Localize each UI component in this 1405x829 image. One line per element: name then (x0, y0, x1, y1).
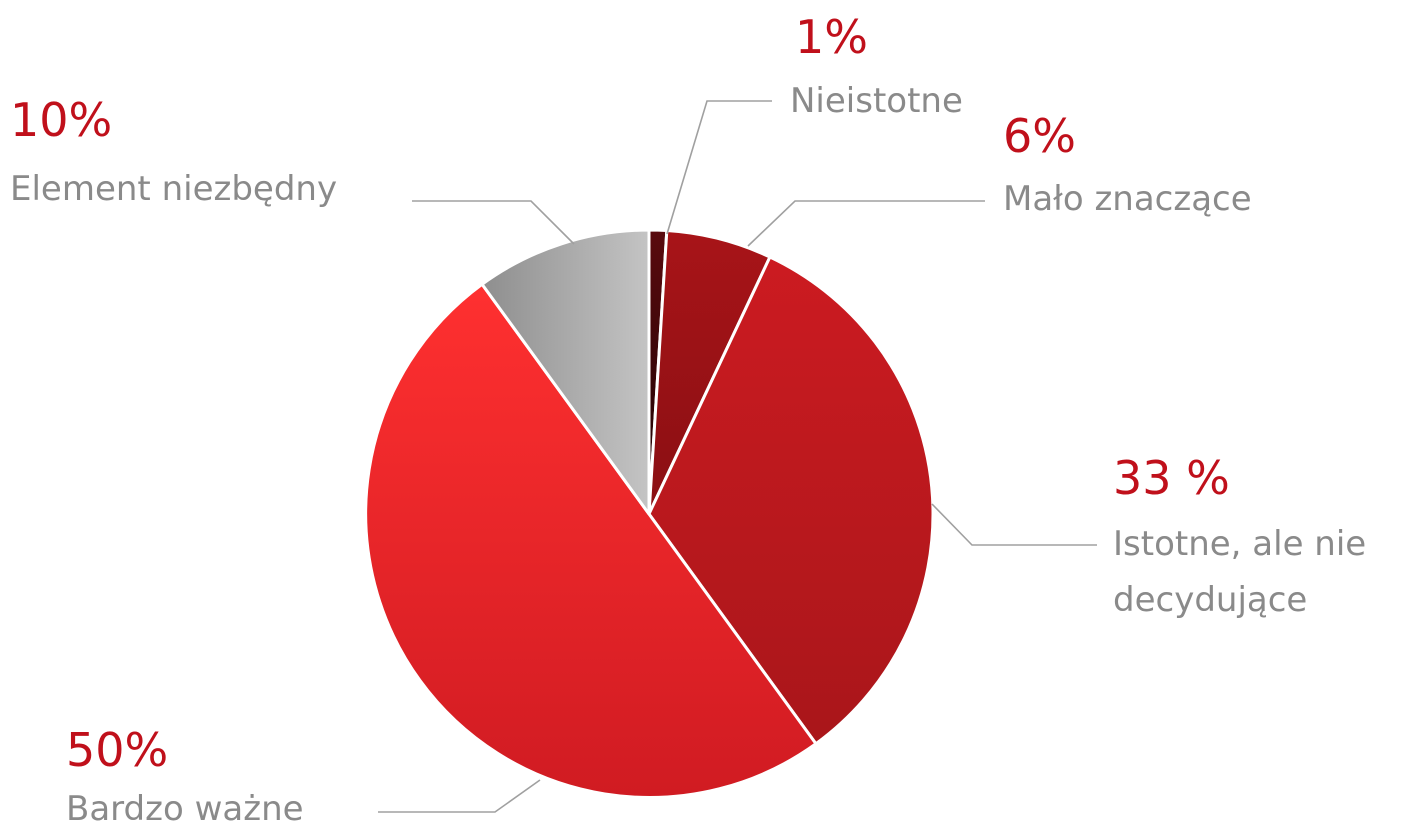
category-label-bardzo-wazne: Bardzo ważne (66, 789, 304, 829)
pie-slice-bardzo-wazne (364, 282, 818, 799)
category-label-element-niezbedny: Element niezbędny (10, 169, 338, 209)
value-label-bardzo-wazne: 50% (66, 723, 169, 777)
leader-line-malo-znaczace (747, 200, 985, 247)
pie-slice-element-niezbedny (480, 228, 651, 516)
category-label-malo-znaczace: Mało znaczące (1003, 179, 1252, 219)
leader-line-bardzo-wazne (378, 779, 541, 813)
leader-line-element-niezbedny (412, 200, 575, 245)
leader-lines (378, 100, 1097, 813)
value-label-istotne: 33 % (1113, 451, 1230, 505)
pie-slices (364, 228, 935, 799)
value-label-nieistotne: 1% (795, 10, 868, 64)
leader-line-istotne (931, 503, 1097, 546)
pie-slice-istotne-ale-nie-decydujace (647, 255, 935, 746)
category-label-istotne-line1: Istotne, ale nie (1113, 524, 1367, 564)
category-label-nieistotne: Nieistotne (790, 81, 963, 121)
leader-line-nieistotne (666, 100, 772, 235)
category-label-istotne-line2: decydujące (1113, 580, 1308, 620)
value-label-malo-znaczace: 6% (1003, 109, 1076, 163)
value-label-element-niezbedny: 10% (10, 93, 113, 147)
